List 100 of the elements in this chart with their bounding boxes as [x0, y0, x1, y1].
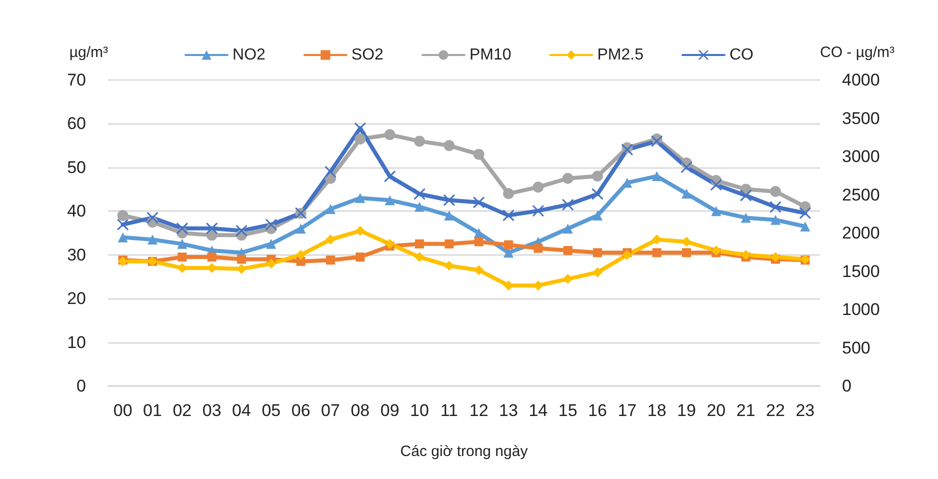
x-tick-label: 09 — [380, 401, 400, 420]
point — [504, 248, 514, 258]
x-tick-label: 12 — [469, 401, 488, 420]
y-tick-label: 0 — [76, 376, 86, 396]
point — [266, 258, 276, 269]
point — [474, 265, 484, 276]
x-tick-label: 03 — [202, 401, 222, 420]
y-tick-label: 60 — [67, 114, 86, 134]
point — [384, 195, 395, 206]
y2-tick-label: 2500 — [842, 185, 880, 204]
x-tick-label: 15 — [558, 401, 578, 420]
point — [710, 179, 722, 190]
point — [740, 190, 752, 202]
legend-label: PM2.5 — [597, 46, 644, 64]
x-tick-label: 08 — [350, 401, 370, 420]
x-tick-label: 23 — [796, 401, 815, 420]
point — [770, 201, 781, 212]
point — [562, 172, 574, 184]
x-tick-label: 17 — [618, 401, 637, 420]
point — [236, 225, 247, 236]
point — [652, 234, 662, 245]
x-tick-label: 01 — [143, 401, 162, 420]
point — [326, 204, 336, 214]
y2-tick-label: 0 — [842, 376, 852, 396]
legend-label: NO2 — [232, 46, 266, 64]
y-tick-label: 20 — [67, 289, 86, 308]
y-tick-label: 70 — [67, 70, 86, 90]
point — [592, 267, 602, 278]
point — [354, 134, 366, 145]
x-tick-label: 05 — [262, 401, 281, 420]
x-axis-title: Các giờ trong ngày — [400, 443, 528, 460]
point — [177, 238, 188, 249]
point — [206, 222, 218, 234]
point — [117, 210, 128, 222]
point — [503, 210, 514, 221]
point — [532, 182, 544, 193]
point — [384, 238, 395, 249]
point — [562, 199, 574, 210]
point — [562, 274, 573, 284]
x-tick-label: 16 — [588, 401, 607, 420]
x-tick-label: 10 — [410, 401, 429, 420]
point — [473, 196, 484, 208]
point — [474, 237, 484, 246]
y2-tick-label: 3500 — [842, 108, 880, 128]
x-tick-label: 21 — [736, 401, 756, 420]
point — [326, 256, 335, 265]
point — [444, 260, 454, 271]
point — [355, 226, 366, 236]
point — [800, 208, 811, 219]
x-tick-label: 06 — [291, 401, 310, 420]
point — [178, 252, 187, 262]
point — [325, 166, 336, 178]
point — [711, 206, 722, 216]
point — [534, 244, 543, 253]
point — [444, 194, 455, 206]
x-tick-label: 11 — [440, 401, 458, 420]
point — [296, 250, 306, 260]
point — [326, 234, 336, 245]
legend-label: SO2 — [351, 46, 384, 64]
point — [770, 252, 780, 262]
point — [444, 239, 454, 248]
point — [504, 240, 513, 250]
y2-tick-label: 4000 — [842, 70, 880, 90]
x-tick-label: 20 — [706, 401, 726, 420]
point — [236, 264, 246, 274]
point — [237, 254, 246, 264]
point — [414, 252, 424, 262]
point — [711, 245, 722, 256]
point — [148, 234, 158, 245]
point — [384, 129, 396, 140]
point — [354, 122, 366, 134]
point — [118, 232, 128, 242]
y2-tick-label: 1000 — [842, 300, 880, 319]
point — [384, 170, 396, 182]
point — [266, 238, 276, 249]
point — [414, 188, 425, 200]
x-tick-label: 22 — [766, 401, 785, 420]
y2-tick-label: 1500 — [842, 262, 880, 281]
legend-label: PM10 — [469, 46, 512, 64]
x-tick-label: 19 — [677, 401, 696, 420]
y2-tick-label: 2000 — [842, 224, 880, 242]
point — [266, 219, 277, 230]
point — [414, 202, 424, 212]
point — [592, 210, 602, 221]
y-tick-label: 10 — [67, 332, 86, 352]
point — [592, 170, 603, 182]
x-tick-label: 07 — [321, 401, 340, 420]
point — [532, 205, 544, 216]
point — [622, 250, 632, 260]
point — [176, 222, 188, 234]
point — [800, 221, 810, 232]
point — [770, 186, 781, 197]
point — [414, 136, 425, 147]
x-tick-label: 02 — [172, 401, 192, 420]
y-tick-label: 40 — [67, 202, 86, 221]
y2-tick-label: 500 — [842, 338, 870, 358]
point — [473, 148, 484, 160]
legend-label: CO — [729, 46, 754, 64]
point — [562, 224, 573, 234]
point — [444, 210, 454, 221]
